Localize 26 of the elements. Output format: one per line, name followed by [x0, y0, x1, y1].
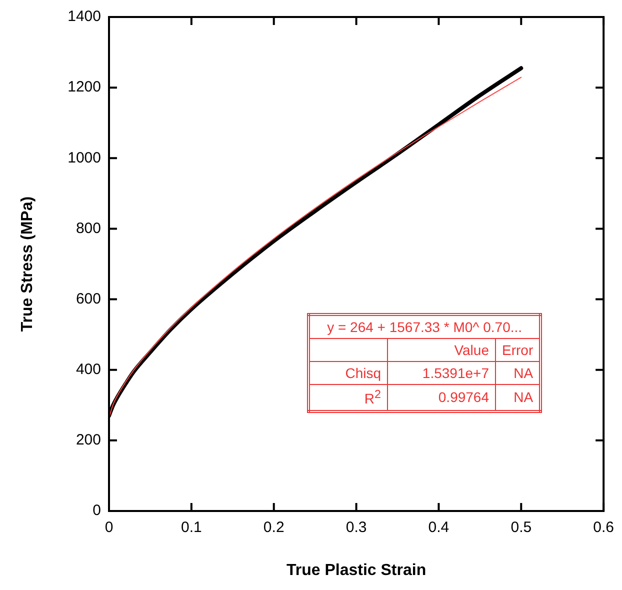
y-tick-label: 400 — [76, 361, 101, 378]
x-tick-label: 0.4 — [428, 519, 450, 536]
y-tick-label: 800 — [76, 220, 101, 237]
annotation: NA — [496, 362, 541, 384]
annotation: Value — [388, 338, 496, 362]
x-tick-label: 0.6 — [593, 519, 614, 536]
x-tick-label: 0.5 — [510, 519, 532, 536]
y-axis-title: True Stress (MPa) — [19, 196, 36, 332]
x-axis-title: True Plastic Strain — [286, 562, 426, 579]
annotation: Chisq — [308, 362, 388, 384]
x-tick-label: 0.1 — [181, 519, 202, 536]
annotation: 0.99764 — [388, 384, 496, 412]
y-tick-label: 600 — [76, 290, 101, 308]
x-tick-label: 0.3 — [346, 519, 367, 536]
annotation: Error — [496, 338, 541, 362]
x-tick-label: 0 — [104, 519, 114, 536]
y-tick-label: 0 — [92, 502, 101, 520]
y-tick-label: 1400 — [68, 8, 101, 26]
annotation: 1.5391e+7 — [388, 362, 496, 384]
annotation: R$^{2}$ — [308, 384, 388, 412]
y-tick-label: 200 — [76, 432, 101, 449]
annotation: y = 264 + 1567.33 * M0^ 0.70... — [308, 314, 541, 338]
annotation: NA — [496, 384, 541, 412]
x-tick-label: 0.2 — [263, 519, 284, 536]
y-tick-label: 1200 — [68, 78, 101, 96]
y-tick-label: 1000 — [68, 149, 101, 166]
